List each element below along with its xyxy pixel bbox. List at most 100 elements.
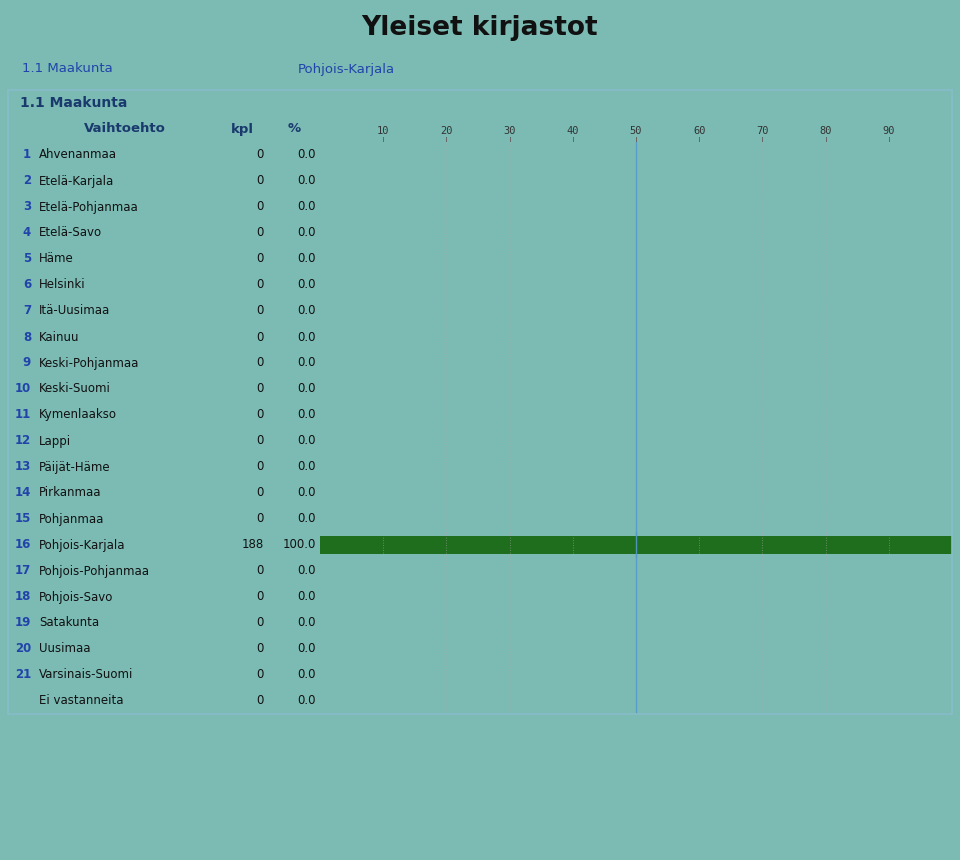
Text: 0: 0	[256, 460, 264, 474]
Text: 0: 0	[256, 226, 264, 239]
Text: 0: 0	[256, 434, 264, 447]
Text: 30: 30	[503, 126, 516, 136]
Text: 9: 9	[23, 357, 31, 370]
Text: 20: 20	[440, 126, 453, 136]
Text: 7: 7	[23, 304, 31, 317]
Text: 0: 0	[256, 408, 264, 421]
Text: 0.0: 0.0	[298, 279, 316, 292]
Text: Yleiset kirjastot: Yleiset kirjastot	[362, 15, 598, 41]
Text: 0.0: 0.0	[298, 175, 316, 187]
Text: 50: 50	[630, 126, 642, 136]
Text: 0: 0	[256, 253, 264, 266]
Text: 16: 16	[14, 538, 31, 551]
Text: 0: 0	[256, 695, 264, 708]
Text: 0: 0	[256, 149, 264, 162]
Text: 0.0: 0.0	[298, 253, 316, 266]
Text: Päijät-Häme: Päijät-Häme	[39, 460, 110, 474]
Text: 1.1 Maakunta: 1.1 Maakunta	[20, 96, 128, 110]
Text: 0.0: 0.0	[298, 460, 316, 474]
Text: Kymenlaakso: Kymenlaakso	[39, 408, 117, 421]
Text: 14: 14	[14, 487, 31, 500]
Text: 0: 0	[256, 668, 264, 681]
Text: 0.0: 0.0	[298, 668, 316, 681]
Text: 0.0: 0.0	[298, 408, 316, 421]
Text: 0.0: 0.0	[298, 695, 316, 708]
Text: 0: 0	[256, 330, 264, 343]
Text: Etelä-Pohjanmaa: Etelä-Pohjanmaa	[39, 200, 139, 213]
Text: Pohjois-Karjala: Pohjois-Karjala	[39, 538, 126, 551]
Text: 100.0: 100.0	[282, 538, 316, 551]
Text: Pohjanmaa: Pohjanmaa	[39, 513, 105, 525]
Text: 0: 0	[256, 591, 264, 604]
Text: 0: 0	[256, 175, 264, 187]
Text: kpl: kpl	[230, 122, 253, 136]
Text: 0.0: 0.0	[298, 200, 316, 213]
Text: Pohjois-Savo: Pohjois-Savo	[39, 591, 113, 604]
Text: %: %	[287, 122, 300, 136]
Text: Häme: Häme	[39, 253, 74, 266]
Text: Pohjois-Karjala: Pohjois-Karjala	[298, 63, 396, 76]
Text: 0: 0	[256, 200, 264, 213]
Text: 1.1 Maakunta: 1.1 Maakunta	[22, 63, 112, 76]
Text: 19: 19	[14, 617, 31, 630]
Text: 90: 90	[882, 126, 895, 136]
Text: 0: 0	[256, 279, 264, 292]
Text: 0.0: 0.0	[298, 226, 316, 239]
Text: Keski-Pohjanmaa: Keski-Pohjanmaa	[39, 357, 139, 370]
Text: 0: 0	[256, 642, 264, 655]
Text: Uusimaa: Uusimaa	[39, 642, 90, 655]
Text: 0.0: 0.0	[298, 357, 316, 370]
Text: 10: 10	[14, 383, 31, 396]
Text: 4: 4	[23, 226, 31, 239]
Text: Etelä-Karjala: Etelä-Karjala	[39, 175, 114, 187]
Text: 0: 0	[256, 564, 264, 578]
Text: Ahvenanmaa: Ahvenanmaa	[39, 149, 117, 162]
Text: Varsinais-Suomi: Varsinais-Suomi	[39, 668, 133, 681]
Text: Pohjois-Pohjanmaa: Pohjois-Pohjanmaa	[39, 564, 150, 578]
Text: 0.0: 0.0	[298, 330, 316, 343]
Text: Etelä-Savo: Etelä-Savo	[39, 226, 102, 239]
Text: 21: 21	[14, 668, 31, 681]
Text: 0.0: 0.0	[298, 304, 316, 317]
Text: Pirkanmaa: Pirkanmaa	[39, 487, 102, 500]
Text: 0.0: 0.0	[298, 434, 316, 447]
Text: 8: 8	[23, 330, 31, 343]
Text: Ei vastanneita: Ei vastanneita	[39, 695, 124, 708]
Text: 0.0: 0.0	[298, 591, 316, 604]
Text: 0: 0	[256, 513, 264, 525]
Text: 40: 40	[566, 126, 579, 136]
Text: 0.0: 0.0	[298, 149, 316, 162]
Text: 0: 0	[256, 304, 264, 317]
Text: 80: 80	[819, 126, 832, 136]
Text: 0.0: 0.0	[298, 513, 316, 525]
Text: 15: 15	[14, 513, 31, 525]
Text: 11: 11	[14, 408, 31, 421]
Text: 188: 188	[242, 538, 264, 551]
Text: 0: 0	[256, 487, 264, 500]
Text: 3: 3	[23, 200, 31, 213]
Text: Keski-Suomi: Keski-Suomi	[39, 383, 110, 396]
Text: 12: 12	[14, 434, 31, 447]
Text: 0.0: 0.0	[298, 617, 316, 630]
Text: 18: 18	[14, 591, 31, 604]
Text: 0.0: 0.0	[298, 383, 316, 396]
Text: Helsinki: Helsinki	[39, 279, 85, 292]
Text: 0: 0	[256, 383, 264, 396]
Text: 70: 70	[756, 126, 769, 136]
Text: 0.0: 0.0	[298, 642, 316, 655]
Text: Vaihtoehto: Vaihtoehto	[84, 122, 166, 136]
Bar	[320, 536, 952, 555]
Text: Itä-Uusimaa: Itä-Uusimaa	[39, 304, 110, 317]
Text: 13: 13	[14, 460, 31, 474]
Text: Satakunta: Satakunta	[39, 617, 99, 630]
Text: 6: 6	[23, 279, 31, 292]
Text: Kainuu: Kainuu	[39, 330, 80, 343]
Text: 0.0: 0.0	[298, 564, 316, 578]
Text: 1: 1	[23, 149, 31, 162]
Text: 10: 10	[377, 126, 390, 136]
Text: 60: 60	[693, 126, 706, 136]
Text: 20: 20	[14, 642, 31, 655]
Text: 0: 0	[256, 617, 264, 630]
Text: 5: 5	[23, 253, 31, 266]
Text: 0: 0	[256, 357, 264, 370]
